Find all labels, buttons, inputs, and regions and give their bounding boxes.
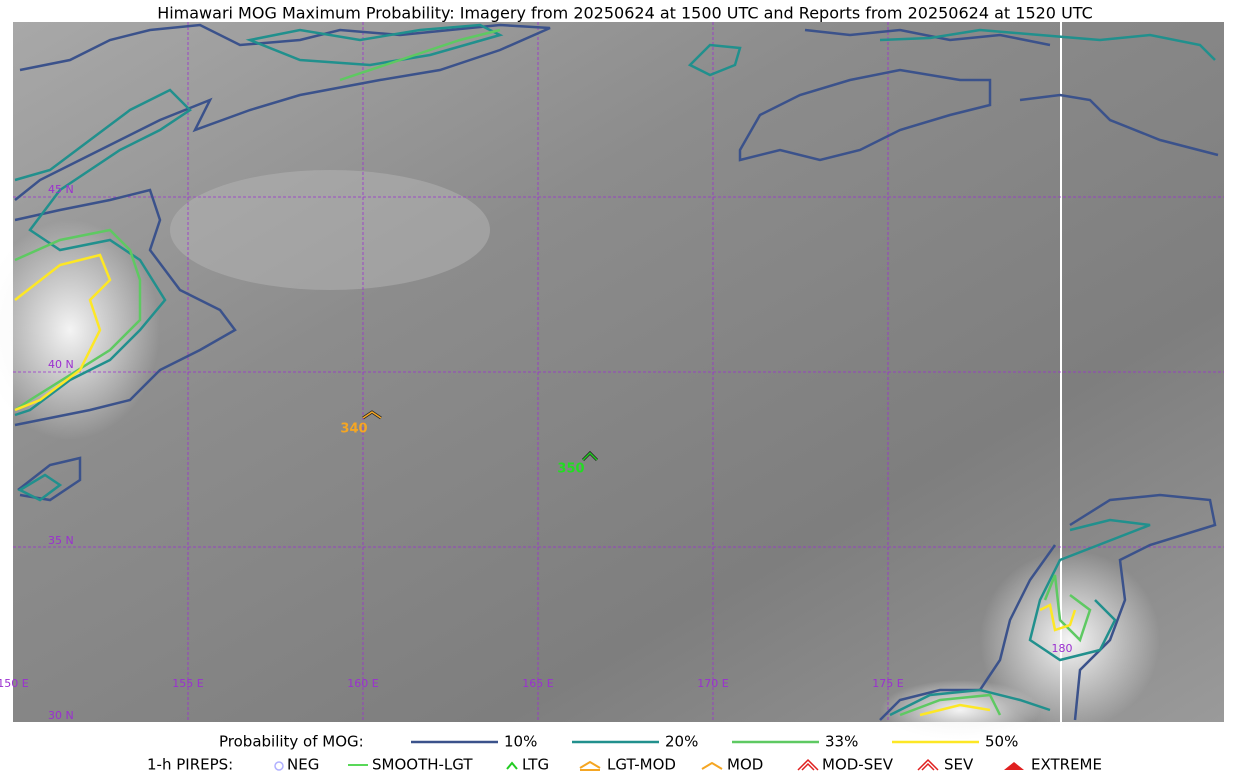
- contour-10: [14, 23, 551, 201]
- legend-label: 20%: [665, 733, 698, 751]
- legend-label: LTG: [522, 756, 549, 774]
- contour-20: [1028, 518, 1151, 662]
- graticule-labels: 45 N 40 N 35 N 30 N 150 E 155 E 160 E 165 E 170 …: [0, 183, 1073, 722]
- contour-20: [14, 88, 192, 417]
- legend-symbol: [579, 760, 601, 771]
- lon-label: 170 E: [697, 677, 728, 690]
- contour-10: [14, 188, 237, 427]
- pirep-label: 350: [557, 462, 584, 477]
- legend-label: LGT-MOD: [607, 756, 676, 774]
- legend-symbol: [797, 758, 819, 771]
- legend-symbol: [274, 761, 284, 771]
- legend-symbol: [1004, 762, 1024, 770]
- contour-20: [879, 28, 1216, 61]
- lat-label: 45 N: [48, 183, 74, 196]
- cloud: [0, 220, 160, 440]
- lon-label: 150 E: [0, 677, 29, 690]
- legend-label: MOD-SEV: [822, 756, 894, 774]
- legend-label: 33%: [825, 733, 858, 751]
- legend-label: 10%: [504, 733, 537, 751]
- contour-10: [804, 28, 1051, 47]
- map: 45 N 40 N 35 N 30 N 150 E 155 E 160 E 165 E 170 …: [0, 22, 1224, 740]
- cloud: [980, 550, 1160, 730]
- lon-label: 175 E: [872, 677, 903, 690]
- contour-50: [14, 253, 112, 412]
- lat-label: 30 N: [48, 709, 74, 722]
- legend-label: EXTREME: [1031, 756, 1102, 774]
- legend-label: MOD: [727, 756, 763, 774]
- contour-50: [919, 703, 991, 717]
- contour-10: [738, 68, 992, 162]
- contour-33: [1043, 574, 1092, 643]
- contours: [14, 23, 1219, 721]
- graticule: [13, 22, 1224, 722]
- legend-label: NEG: [287, 756, 319, 774]
- contour-10: [1019, 93, 1219, 157]
- cloud: [170, 170, 490, 290]
- lat-label: 35 N: [48, 534, 74, 547]
- legend: Probability of MOG: 10% 20% 33% 50% 1-h …: [147, 733, 1102, 774]
- legend-title: Probability of MOG:: [219, 733, 364, 751]
- contour-10: [17, 456, 82, 502]
- contour-20: [245, 23, 504, 67]
- contour-33: [899, 693, 1002, 717]
- contour-20: [889, 688, 1051, 717]
- contour-50: [1039, 603, 1077, 632]
- pirep-symbol: [582, 451, 598, 461]
- lon-label: 160 E: [347, 677, 378, 690]
- legend-symbol: [506, 761, 518, 770]
- legend-label: 50%: [985, 733, 1018, 751]
- legend-label: SMOOTH-LGT: [372, 756, 473, 774]
- lon-label: 180: [1052, 642, 1073, 655]
- contour-33: [339, 28, 501, 82]
- legend-symbol: [701, 761, 723, 770]
- legend-title: 1-h PIREPS:: [147, 756, 233, 774]
- contour-10: [879, 544, 1057, 721]
- lon-label: 165 E: [522, 677, 553, 690]
- lat-label: 40 N: [48, 358, 74, 371]
- lon-label: 155 E: [172, 677, 203, 690]
- contour-20: [17, 473, 63, 502]
- pirep-symbol: [362, 411, 382, 419]
- pirep-label: 340: [340, 422, 367, 437]
- legend-label: SEV: [944, 756, 974, 774]
- legend-symbol: [917, 758, 939, 771]
- contour-33: [14, 228, 142, 412]
- title: Himawari MOG Maximum Probability: Imager…: [157, 4, 1093, 23]
- pireps: 340 350: [340, 410, 599, 477]
- contour-20: [687, 43, 742, 77]
